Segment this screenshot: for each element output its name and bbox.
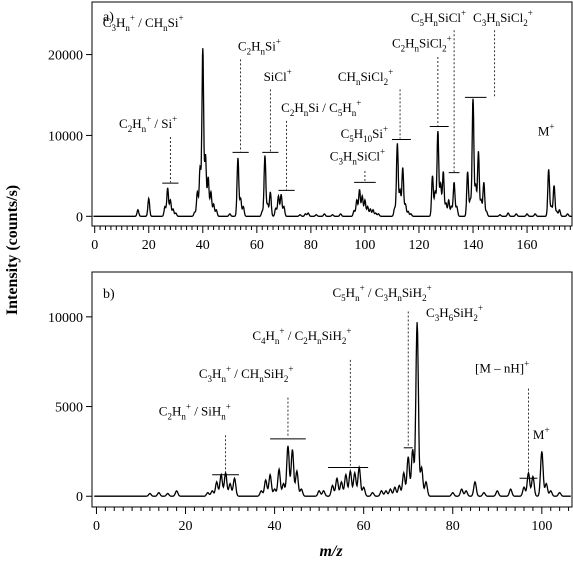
- peak-annotation: C3HnSiCl2+: [473, 8, 533, 28]
- x-tick-label: 100: [531, 519, 552, 534]
- peak-annotation: C2HnSiCl2+: [392, 33, 452, 53]
- peak-annotation: CHnSiCl2+: [338, 67, 393, 87]
- peak-annotation: SiCl+: [264, 67, 292, 84]
- x-tick-label: 20: [179, 519, 193, 534]
- peak-annotation: C5HnSiCl+: [411, 8, 466, 28]
- peak-annotation: C3H6SiH2+: [426, 303, 483, 323]
- y-tick-label: 10000: [48, 311, 83, 326]
- x-tick-label: 80: [304, 238, 318, 253]
- x-axis-title: m/z: [319, 543, 343, 560]
- x-tick-label: 40: [268, 519, 282, 534]
- y-tick-label: 10000: [48, 129, 83, 144]
- y-tick-label: 5000: [55, 401, 83, 416]
- peak-annotation: C3Hn+ / CHnSi+: [103, 13, 184, 33]
- panel-label: a): [103, 10, 114, 25]
- peak-annotation: C2HnSi+: [238, 37, 281, 57]
- peak-annotation: [M – nH]+: [475, 358, 529, 375]
- x-tick-label: 120: [408, 238, 429, 253]
- panel-b-spectrum: b) 0 20 40 60 80 100 0 5000 10000 C5Hn+ / C3HnSiH2…: [48, 271, 573, 534]
- x-tick-label: 40: [196, 238, 210, 253]
- x-tick-label: 100: [354, 238, 375, 253]
- x-tick-label: 80: [446, 519, 460, 534]
- peak-annotation: M+: [533, 425, 550, 442]
- peak-annotation: C4Hn+ / C2HnSiH2+: [252, 326, 351, 346]
- x-tick-label: 0: [93, 519, 100, 534]
- x-tick-label: 160: [517, 238, 538, 253]
- spectrum-trace: [94, 322, 571, 497]
- y-tick-label: 0: [76, 490, 83, 505]
- y-tick-label: 20000: [48, 49, 83, 64]
- y-axis-title: Intensity (counts/s): [4, 185, 21, 315]
- peak-annotation: C3HnSiCl+: [330, 146, 385, 166]
- peak-annotation: C2Hn+ / Si+: [119, 114, 177, 134]
- peak-annotation: M+: [538, 121, 555, 138]
- peak-annotation: C5H10Si+: [341, 124, 388, 144]
- x-tick-label: 60: [250, 238, 264, 253]
- panel-label: b): [103, 287, 115, 302]
- x-tick-label: 20: [142, 238, 156, 253]
- panel-a-spectrum: a) 0 20 40 60 80 100 120 140 160 0 10000 20000 C3Hn+ …: [48, 1, 573, 253]
- peak-annotation: C2Hn+ / SiHn+: [159, 402, 231, 422]
- x-tick-label: 0: [91, 238, 98, 253]
- x-tick-label: 60: [357, 519, 371, 534]
- plot-frame: [91, 271, 573, 508]
- peak-annotation: C3Hn+ / CHnSiH2+: [199, 364, 294, 384]
- peak-annotation: C5Hn+ / C3HnSiH2+: [333, 283, 432, 303]
- spectrum-trace: [93, 48, 572, 217]
- x-tick-label: 140: [463, 238, 484, 253]
- y-tick-label: 0: [76, 210, 83, 225]
- peak-annotation: C2HnSi / C5Hn+: [281, 98, 361, 118]
